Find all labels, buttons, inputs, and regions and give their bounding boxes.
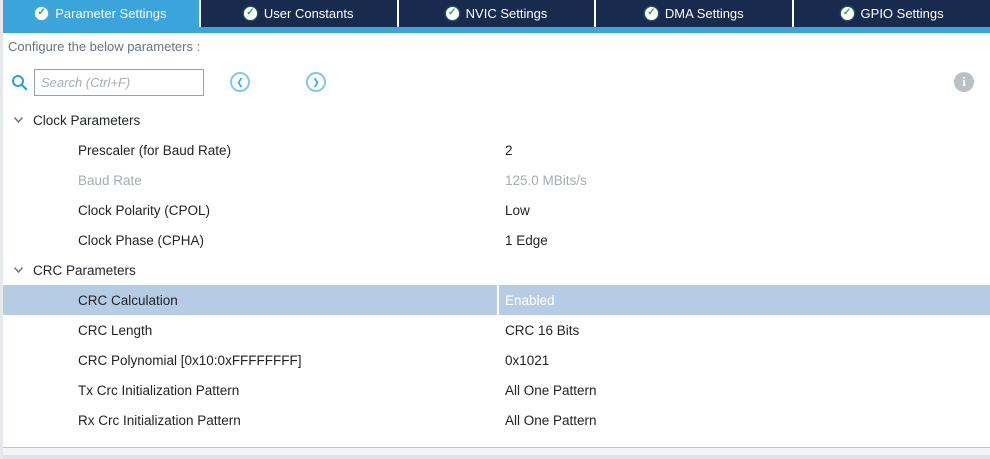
chevron-down-icon[interactable]: [13, 116, 24, 124]
parameter-row-crc-polynomial-0x10-0xffffffff[interactable]: CRC Polynomial [0x10:0xFFFFFFFF] 0x1021: [3, 345, 990, 375]
tab-bar: ✓ Parameter Settings ✓ User Constants ✓ …: [3, 0, 990, 27]
tab-nvic-settings[interactable]: ✓ NVIC Settings: [398, 0, 597, 27]
chevron-left-icon: ❮: [236, 76, 244, 87]
parameter-value: 2: [505, 142, 513, 158]
parameter-value: All One Pattern: [505, 412, 597, 428]
parameter-label: CRC Calculation: [78, 292, 178, 308]
parameter-value: CRC 16 Bits: [505, 322, 580, 338]
chevron-right-icon: ❯: [312, 76, 320, 87]
parameter-value: 125.0 MBits/s: [505, 172, 587, 188]
check-icon: ✓: [445, 7, 459, 20]
parameter-label: CRC Length: [78, 322, 153, 338]
check-icon: ✓: [35, 7, 49, 20]
section-header-clock-parameters[interactable]: Clock Parameters: [3, 105, 990, 135]
parameter-value: All One Pattern: [505, 382, 597, 398]
tab-accent-strip: [3, 27, 990, 33]
parameter-row-crc-calculation[interactable]: CRC Calculation Enabled: [3, 285, 990, 315]
parameter-label: Clock Polarity (CPOL): [78, 202, 211, 218]
search-next-button[interactable]: ❯: [306, 72, 326, 92]
parameter-label: Baud Rate: [78, 172, 142, 188]
parameter-label: Clock Phase (CPHA): [78, 232, 205, 248]
panel-footer-bar: [3, 455, 990, 459]
tab-gpio-settings[interactable]: ✓ GPIO Settings: [794, 0, 990, 27]
tab-dma-settings[interactable]: ✓ DMA Settings: [596, 0, 795, 27]
tab-label: User Constants: [263, 6, 354, 21]
section-header-crc-parameters[interactable]: CRC Parameters: [3, 255, 990, 285]
parameter-label: Prescaler (for Baud Rate): [78, 142, 232, 158]
parameter-row-prescaler-for-baud-rate[interactable]: Prescaler (for Baud Rate) 2: [3, 135, 990, 165]
section-title: Clock Parameters: [33, 112, 141, 128]
parameter-table: Clock Parameters Prescaler (for Baud Rat…: [3, 105, 990, 435]
search-prev-button[interactable]: ❮: [230, 72, 250, 92]
caption-text: Configure the below parameters :: [8, 38, 201, 54]
parameter-value: Low: [505, 202, 530, 218]
parameter-row-crc-length[interactable]: CRC Length CRC 16 Bits: [3, 315, 990, 345]
chevron-down-icon[interactable]: [13, 266, 24, 274]
tab-label: DMA Settings: [664, 6, 744, 21]
tab-label: NVIC Settings: [465, 6, 548, 21]
parameter-value: 1 Edge: [505, 232, 548, 248]
check-icon: ✓: [243, 7, 257, 20]
tab-label: GPIO Settings: [860, 6, 944, 21]
check-icon: ✓: [840, 7, 854, 20]
parameter-label: CRC Polynomial [0x10:0xFFFFFFFF]: [78, 352, 302, 368]
parameter-row-tx-crc-initialization-pattern[interactable]: Tx Crc Initialization Pattern All One Pa…: [3, 375, 990, 405]
panel-footer: [3, 447, 990, 459]
parameter-value: Enabled: [497, 285, 990, 315]
search-icon: [11, 74, 28, 91]
tab-parameter-settings[interactable]: ✓ Parameter Settings: [3, 0, 201, 27]
check-icon: ✓: [644, 7, 658, 20]
tab-label: Parameter Settings: [55, 6, 167, 21]
parameter-row-baud-rate[interactable]: Baud Rate 125.0 MBits/s: [3, 165, 990, 195]
parameter-row-clock-phase-cpha[interactable]: Clock Phase (CPHA) 1 Edge: [3, 225, 990, 255]
parameter-label: Rx Crc Initialization Pattern: [78, 412, 241, 428]
parameter-label: Tx Crc Initialization Pattern: [78, 382, 240, 398]
parameter-row-clock-polarity-cpol[interactable]: Clock Polarity (CPOL) Low: [3, 195, 990, 225]
parameter-row-rx-crc-initialization-pattern[interactable]: Rx Crc Initialization Pattern All One Pa…: [3, 405, 990, 435]
tab-user-constants[interactable]: ✓ User Constants: [200, 0, 399, 27]
search-input[interactable]: [34, 68, 204, 96]
section-title: CRC Parameters: [33, 262, 136, 278]
search-toolbar: ❮ ❯ i: [3, 59, 990, 105]
caption-row: Configure the below parameters :: [3, 33, 990, 59]
parameter-value: 0x1021: [505, 352, 550, 368]
info-icon[interactable]: i: [954, 72, 974, 92]
